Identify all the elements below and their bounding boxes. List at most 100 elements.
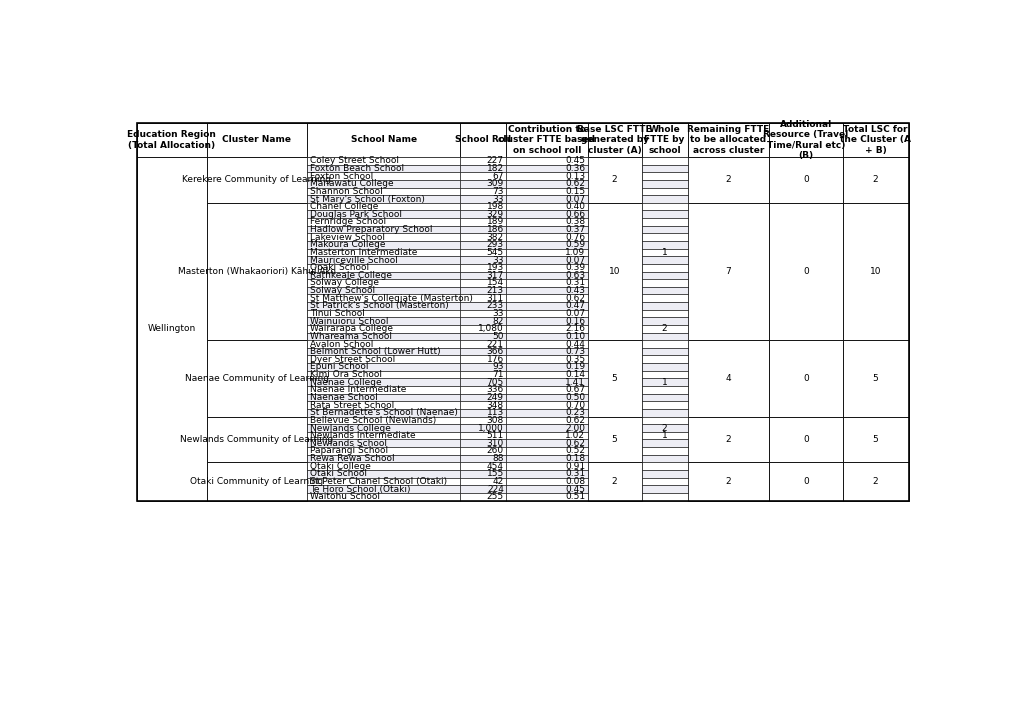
- Text: 0.15: 0.15: [565, 187, 585, 196]
- Bar: [307, 394, 460, 402]
- Text: 0.39: 0.39: [565, 263, 585, 273]
- Bar: [460, 409, 505, 417]
- Text: 88: 88: [492, 454, 503, 463]
- Text: Foxton Beach School: Foxton Beach School: [310, 164, 405, 173]
- Bar: [307, 332, 460, 340]
- Bar: [505, 310, 587, 317]
- Bar: [307, 470, 460, 477]
- Text: Naenae Community of Learning: Naenae Community of Learning: [184, 374, 329, 383]
- Bar: [307, 355, 460, 363]
- Bar: [842, 462, 908, 500]
- Bar: [505, 417, 587, 424]
- Text: 93: 93: [492, 363, 503, 371]
- Text: 0: 0: [802, 435, 808, 444]
- Text: 5: 5: [611, 435, 616, 444]
- Bar: [307, 234, 460, 241]
- Text: Fernridge School: Fernridge School: [310, 218, 386, 226]
- Bar: [641, 447, 687, 455]
- Bar: [207, 462, 307, 500]
- Bar: [460, 332, 505, 340]
- Bar: [307, 493, 460, 500]
- Bar: [505, 477, 587, 485]
- Bar: [307, 279, 460, 287]
- Bar: [641, 241, 687, 249]
- Text: Naenae Intermediate: Naenae Intermediate: [310, 385, 407, 394]
- Text: Douglas Park School: Douglas Park School: [310, 210, 403, 218]
- Bar: [460, 218, 505, 226]
- Text: 0: 0: [802, 175, 808, 185]
- Bar: [307, 386, 460, 394]
- Bar: [505, 394, 587, 402]
- Text: 260: 260: [486, 446, 503, 456]
- Text: 42: 42: [492, 477, 503, 486]
- Text: St Mary's School (Foxton): St Mary's School (Foxton): [310, 195, 425, 203]
- Text: 0.70: 0.70: [565, 401, 585, 410]
- Bar: [842, 417, 908, 462]
- Bar: [307, 218, 460, 226]
- Bar: [768, 123, 842, 157]
- Bar: [307, 164, 460, 172]
- Bar: [460, 386, 505, 394]
- Text: Coley Street School: Coley Street School: [310, 156, 399, 165]
- Text: 0.45: 0.45: [565, 485, 585, 494]
- Bar: [587, 203, 641, 340]
- Text: Mauriceville School: Mauriceville School: [310, 255, 398, 265]
- Text: Naenae School: Naenae School: [310, 393, 378, 402]
- Bar: [505, 424, 587, 432]
- Text: Kimi Ora School: Kimi Ora School: [310, 370, 382, 379]
- Text: 0.07: 0.07: [565, 255, 585, 265]
- Text: Belmont School (Lower Hutt): Belmont School (Lower Hutt): [310, 348, 440, 356]
- Bar: [842, 340, 908, 417]
- Bar: [307, 409, 460, 417]
- Text: 33: 33: [492, 309, 503, 318]
- Bar: [207, 340, 307, 417]
- Bar: [505, 447, 587, 455]
- Text: 0.07: 0.07: [565, 195, 585, 203]
- Bar: [505, 249, 587, 256]
- Text: Wainuioru School: Wainuioru School: [310, 317, 388, 326]
- Bar: [460, 462, 505, 470]
- Text: Opaki School: Opaki School: [310, 263, 369, 273]
- Bar: [641, 355, 687, 363]
- Bar: [505, 493, 587, 500]
- Text: 5: 5: [872, 374, 877, 383]
- Bar: [505, 409, 587, 417]
- Text: Bellevue School (Newlands): Bellevue School (Newlands): [310, 416, 436, 425]
- Text: 336: 336: [486, 385, 503, 394]
- Text: Makoura College: Makoura College: [310, 240, 385, 249]
- Text: Education Region
(Total Allocation): Education Region (Total Allocation): [127, 130, 216, 149]
- Bar: [587, 123, 641, 157]
- Text: 1: 1: [661, 431, 666, 440]
- Bar: [641, 249, 687, 256]
- Text: 0.62: 0.62: [565, 439, 585, 448]
- Bar: [641, 172, 687, 180]
- Bar: [587, 417, 641, 462]
- Bar: [587, 340, 641, 417]
- Text: Wellington: Wellington: [148, 324, 196, 333]
- Text: 0.38: 0.38: [565, 218, 585, 226]
- Bar: [842, 203, 908, 340]
- Bar: [641, 123, 687, 157]
- Bar: [641, 302, 687, 310]
- Bar: [641, 187, 687, 195]
- Bar: [641, 203, 687, 211]
- Text: 213: 213: [486, 286, 503, 295]
- Bar: [460, 493, 505, 500]
- Bar: [641, 477, 687, 485]
- Bar: [460, 234, 505, 241]
- Text: 0.18: 0.18: [565, 454, 585, 463]
- Bar: [460, 447, 505, 455]
- Text: St Matthew's Collegiate (Masterton): St Matthew's Collegiate (Masterton): [310, 293, 473, 303]
- Text: 5: 5: [611, 374, 616, 383]
- Bar: [505, 211, 587, 218]
- Bar: [460, 317, 505, 325]
- Bar: [307, 340, 460, 348]
- Bar: [842, 123, 908, 157]
- Bar: [460, 203, 505, 211]
- Text: 1.02: 1.02: [565, 431, 585, 440]
- Text: Solway School: Solway School: [310, 286, 375, 295]
- Text: Hadlow Preparatory School: Hadlow Preparatory School: [310, 225, 432, 234]
- Bar: [460, 241, 505, 249]
- Bar: [587, 157, 641, 203]
- Text: Waitohu School: Waitohu School: [310, 492, 380, 501]
